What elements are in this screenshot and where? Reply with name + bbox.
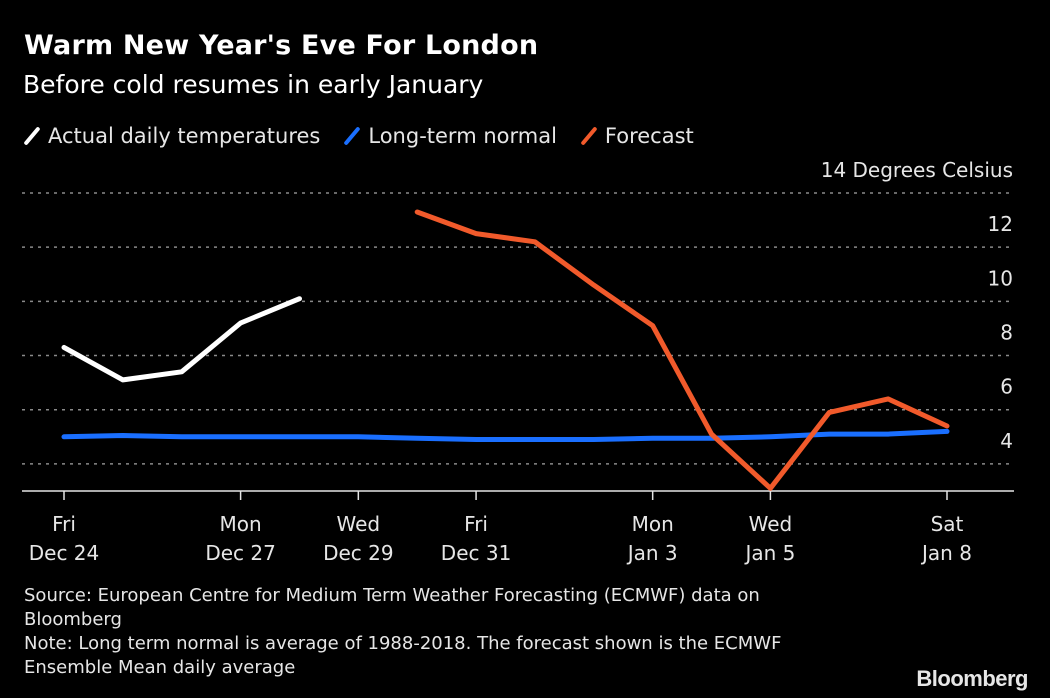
legend-item-forecast: Forecast <box>579 124 694 148</box>
bloomberg-logo: Bloomberg <box>916 666 1028 691</box>
gridlines <box>22 192 1014 465</box>
x-tick-label-day: Fri <box>52 512 76 536</box>
x-tick-label-date: Jan 8 <box>920 541 972 565</box>
legend: Actual daily temperatures Long-term norm… <box>22 122 716 150</box>
legend-swatch-forecast-icon <box>580 126 598 146</box>
x-tick-label-day: Wed <box>337 512 381 536</box>
x-axis: Fri Dec 24 Mon Dec 27 Wed Dec 29 Fri Dec 31 Mon J… <box>22 490 1014 565</box>
series-lines <box>61 209 950 491</box>
series-line-forecast <box>414 209 950 491</box>
legend-swatch-normal-icon <box>343 126 361 146</box>
x-tick-label-date: Jan 5 <box>743 541 795 565</box>
x-tick-label-day: Sat <box>931 512 964 536</box>
line-chart: 4 6 8 10 12 14 Degrees Celsius Fri Dec 24 Mon De… <box>22 158 1014 565</box>
x-tick-label-date: Jan 3 <box>626 541 678 565</box>
y-tick-label: 6 <box>1000 375 1013 399</box>
series-line-long-term-normal <box>61 428 950 442</box>
y-tick-label: 12 <box>988 212 1013 236</box>
x-tick-label-day: Mon <box>220 512 262 536</box>
series-line-actual-daily-temperatures <box>61 296 302 383</box>
legend-label-normal: Long-term normal <box>368 124 557 148</box>
x-tick-label-day: Fri <box>464 512 488 536</box>
chart-subtitle: Before cold resumes in early January <box>23 70 484 99</box>
x-tick-label-day: Mon <box>632 512 674 536</box>
y-tick-label: 14 Degrees Celsius <box>821 158 1013 182</box>
y-tick-label: 4 <box>1000 429 1013 453</box>
legend-item-normal: Long-term normal <box>342 124 557 148</box>
x-tick-label-day: Wed <box>749 512 793 536</box>
y-tick-label: 8 <box>1000 321 1013 345</box>
legend-item-actual: Actual daily temperatures <box>22 124 320 148</box>
footnote: Source: European Centre for Medium Term … <box>24 584 854 680</box>
x-tick-label-date: Dec 24 <box>29 541 100 565</box>
legend-label-actual: Actual daily temperatures <box>48 124 321 148</box>
x-tick-label-date: Dec 31 <box>441 541 512 565</box>
chart-title: Warm New Year's Eve For London <box>24 30 539 61</box>
legend-swatch-actual-icon <box>23 126 41 146</box>
x-tick-label-date: Dec 27 <box>205 541 276 565</box>
method-note: Note: Long term normal is average of 198… <box>24 633 782 678</box>
y-tick-label: 10 <box>988 266 1013 290</box>
legend-label-forecast: Forecast <box>604 124 694 148</box>
source-note: Source: European Centre for Medium Term … <box>24 585 760 630</box>
x-tick-label-date: Dec 29 <box>323 541 394 565</box>
y-axis: 4 6 8 10 12 14 Degrees Celsius <box>821 158 1013 453</box>
